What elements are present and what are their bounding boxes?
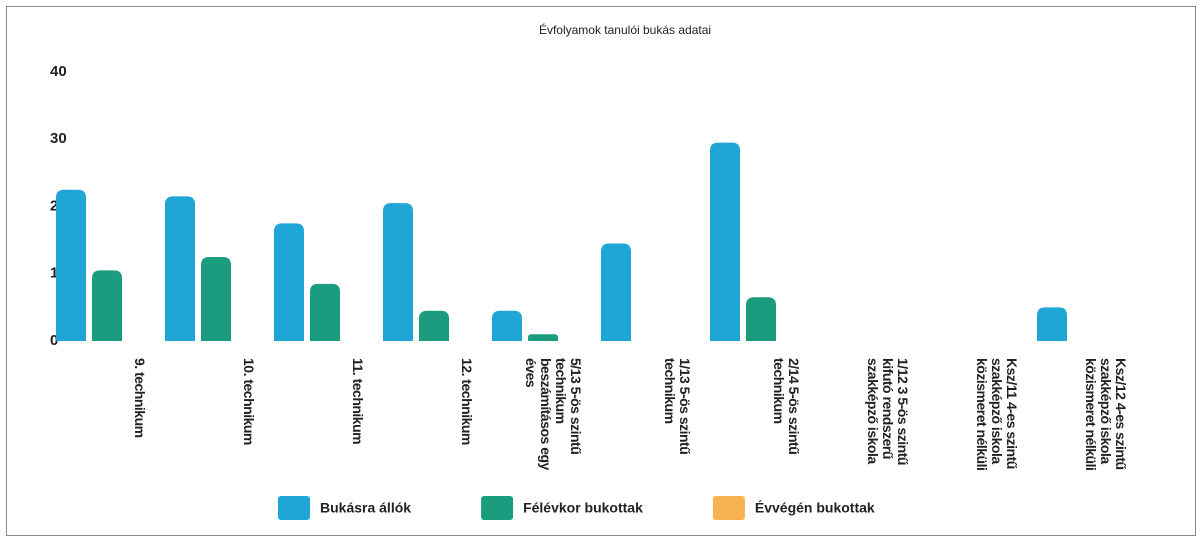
x-tick-label: 11. technikum bbox=[350, 358, 366, 445]
bar bbox=[601, 243, 631, 341]
bar bbox=[92, 270, 122, 341]
legend-label: Évvégén bukottak bbox=[755, 500, 875, 516]
x-tick-label: 12. technikum bbox=[459, 358, 475, 445]
bar bbox=[528, 334, 558, 341]
bar bbox=[383, 203, 413, 341]
y-tick-label: 0 bbox=[50, 332, 58, 349]
bar bbox=[746, 297, 776, 341]
x-tick-label: Ksz/12 4-es szintű szakképző iskola közi… bbox=[1083, 358, 1129, 471]
bar bbox=[1037, 307, 1067, 341]
bar bbox=[165, 196, 195, 341]
legend-swatch bbox=[712, 496, 745, 520]
legend-swatch bbox=[481, 496, 514, 520]
chart-title: Évfolyamok tanulói bukás adatai bbox=[539, 22, 711, 37]
bar bbox=[492, 310, 522, 341]
x-tick-label: 1/13 5-ös szintű technikum bbox=[662, 358, 693, 455]
x-tick-label: 10. technikum bbox=[241, 358, 257, 445]
bar bbox=[710, 142, 740, 341]
bar bbox=[310, 283, 340, 341]
y-tick-label: 30 bbox=[50, 130, 67, 147]
x-tick-label: Ksz/11 4-es szintű szakképző iskola közi… bbox=[974, 358, 1020, 471]
x-tick-label: 9. technikum bbox=[132, 358, 148, 438]
x-tick-label: 2/14 5-ös szintű technikum bbox=[771, 358, 802, 455]
bar bbox=[201, 256, 231, 341]
legend-label: Félévkor bukottak bbox=[523, 500, 643, 516]
x-tick-label: 1/12 3 5-ös szintű kifutó rendszerű szak… bbox=[865, 358, 911, 465]
y-tick-label: 40 bbox=[50, 63, 67, 80]
legend-label: Bukásra állók bbox=[320, 500, 411, 516]
bar bbox=[274, 223, 304, 341]
bar bbox=[419, 310, 449, 341]
legend-swatch bbox=[278, 496, 310, 520]
x-tick-label: 5/13 5-ös szintű technikum beszámításos … bbox=[523, 358, 584, 470]
bar bbox=[56, 189, 86, 341]
chart-frame bbox=[6, 6, 1196, 536]
